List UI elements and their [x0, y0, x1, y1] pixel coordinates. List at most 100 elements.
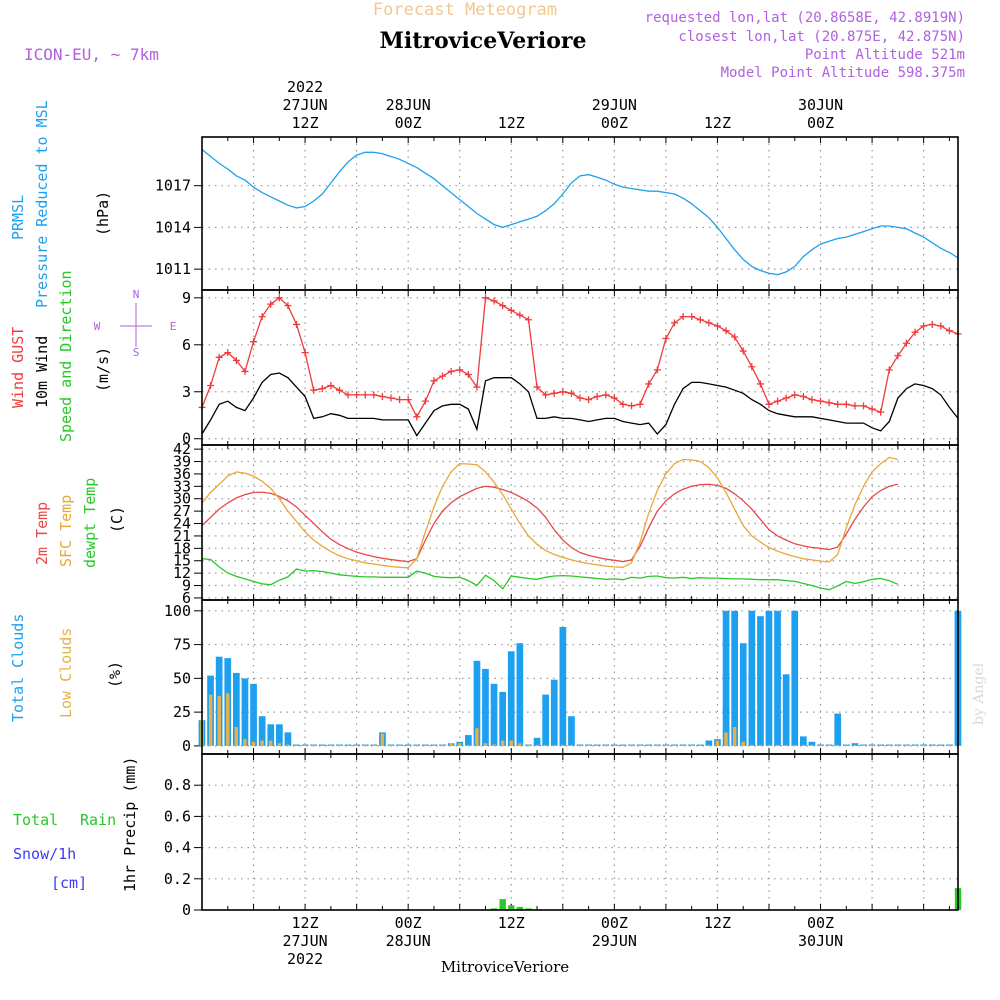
- bar-clouds-1-53: [655, 744, 659, 746]
- ytick-label-precip-4: 0.8: [164, 776, 191, 794]
- gust-point-25: [413, 413, 421, 421]
- ytick-label-temp-2: 12: [173, 564, 191, 582]
- gust-point-60: [713, 322, 721, 330]
- bar-clouds-0-10: [284, 732, 292, 746]
- ytick-label-precip-3: 0.6: [164, 807, 191, 825]
- gust-point-31: [464, 371, 472, 379]
- bar-clouds-0-62: [731, 610, 738, 746]
- gust-point-7: [258, 313, 266, 321]
- bar-clouds-1-21: [380, 733, 385, 746]
- ytick-label-clouds-3: 75: [173, 636, 191, 654]
- bar-clouds-0-34: [490, 683, 498, 746]
- bar-clouds-1-27: [432, 744, 436, 746]
- bar-clouds-1-47: [604, 744, 608, 746]
- compass: N S W E: [94, 288, 177, 359]
- gust-point-63: [739, 347, 747, 355]
- frame-wind: [201, 289, 959, 446]
- label-low-clouds: Low Clouds: [57, 628, 75, 718]
- gust-point-49: [619, 400, 627, 408]
- gust-point-86: [937, 322, 945, 330]
- credit: by Angel: [971, 662, 987, 725]
- time-bottom-hour-5: 00Z: [807, 914, 834, 932]
- gust-point-50: [628, 402, 636, 410]
- gust-point-23: [396, 396, 404, 404]
- gust-point-27: [430, 377, 438, 385]
- bar-clouds-1-87: [947, 744, 952, 746]
- gust-point-47: [602, 391, 610, 399]
- frame-precip: [201, 753, 959, 911]
- bar-clouds-0-9: [276, 724, 283, 746]
- gust-point-74: [834, 400, 842, 408]
- ytick-label-temp-9: 33: [173, 477, 191, 495]
- ytick-label-temp-0: 6: [182, 589, 191, 607]
- bar-clouds-1-80: [887, 744, 891, 746]
- bar-clouds-1-5: [243, 739, 247, 746]
- gust-point-21: [378, 392, 386, 400]
- label-pressure: Pressure Reduced to MSL: [33, 100, 51, 308]
- gust-point-29: [447, 367, 455, 375]
- compass-west: W: [94, 320, 101, 333]
- label-dewpt-temp: dewpt Temp: [81, 478, 99, 568]
- bar-clouds-0-8: [267, 724, 275, 746]
- bar-precip-0-1: [499, 899, 506, 910]
- bar-clouds-1-84: [921, 744, 926, 746]
- bar-clouds-1-78: [870, 744, 874, 746]
- compass-north: N: [133, 288, 140, 301]
- time-top-hour-0: 12Z: [292, 114, 319, 132]
- gust-point-3: [224, 349, 232, 357]
- bar-clouds-0-63: [739, 643, 747, 746]
- bar-clouds-1-3: [226, 693, 230, 746]
- bar-clouds-1-11: [294, 744, 299, 746]
- ytick-label-wind-0: 0: [182, 430, 191, 448]
- bar-clouds-1-29: [449, 743, 453, 746]
- time-bottom-date-3: 29JUN: [592, 932, 637, 950]
- gust-point-16: [335, 386, 343, 394]
- gust-point-8: [267, 300, 275, 308]
- side-labels: PRMSL Pressure Reduced to MSL (hPa) Wind…: [9, 100, 139, 892]
- time-bottom-hour-1: 00Z: [395, 914, 422, 932]
- bar-clouds-1-58: [698, 744, 702, 746]
- bar-clouds-1-60: [715, 740, 720, 746]
- bar-clouds-1-68: [784, 744, 788, 746]
- gust-point-54: [662, 335, 670, 343]
- bar-clouds-1-18: [354, 744, 359, 746]
- panel-precip: 0 0.2 0.4 0.6 0.8: [164, 753, 962, 919]
- header-model-altitude: Model Point Altitude 598.375m: [721, 65, 965, 81]
- time-bottom-date-5: 30JUN: [798, 932, 843, 950]
- gust-point-39: [533, 383, 541, 391]
- gust-point-12: [301, 349, 309, 357]
- label-cm: [cm]: [51, 874, 87, 892]
- ytick-label-clouds-2: 50: [173, 669, 191, 687]
- time-top-hour-2: 12Z: [498, 114, 525, 132]
- gust-point-77: [860, 402, 867, 410]
- gust-point-69: [791, 391, 799, 399]
- bar-clouds-1-49: [621, 744, 625, 746]
- bar-clouds-1-46: [595, 744, 599, 746]
- time-bottom-hour-0: 12Z: [292, 914, 319, 932]
- bar-clouds-1-66: [767, 744, 771, 746]
- time-top-date-1: 28JUN: [386, 96, 431, 114]
- time-top-date-5: 30JUN: [798, 96, 843, 114]
- gust-point-55: [671, 319, 678, 327]
- gust-point-44: [576, 394, 584, 402]
- ytick-label-temp-10: 36: [173, 465, 191, 483]
- bar-clouds-1-37: [518, 743, 522, 746]
- time-top-year-0: 2022: [287, 78, 323, 96]
- gust-point-73: [825, 399, 833, 407]
- bar-clouds-1-32: [475, 728, 479, 746]
- gust-point-17: [344, 391, 352, 399]
- footer-location: MitroviceVeriore: [441, 958, 569, 976]
- bar-clouds-1-1: [208, 694, 213, 746]
- ytick-label-wind-1: 3: [182, 383, 191, 401]
- bar-clouds-0-65: [757, 616, 764, 746]
- bar-clouds-1-77: [861, 744, 866, 746]
- bar-clouds-1-16: [337, 744, 342, 746]
- bar-clouds-1-38: [526, 744, 531, 746]
- gust-point-68: [782, 394, 790, 402]
- panel-wind: 0 3 6 9: [182, 289, 962, 448]
- gust-point-13: [310, 386, 318, 394]
- gust-point-64: [748, 363, 756, 371]
- gust-point-1: [207, 382, 215, 390]
- bar-clouds-0-39: [533, 737, 541, 746]
- ytick-label-temp-5: 21: [173, 527, 191, 545]
